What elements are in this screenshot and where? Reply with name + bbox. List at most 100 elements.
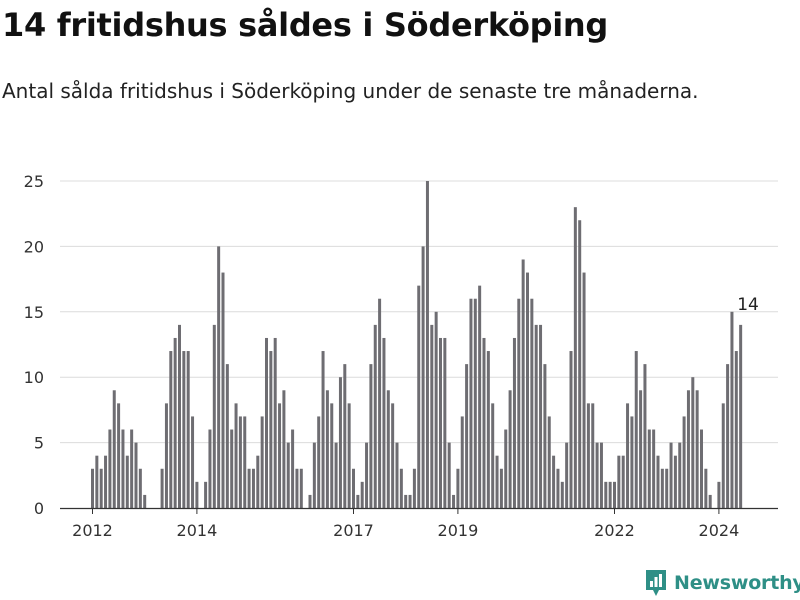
x-tick-label: 2017	[333, 521, 374, 540]
bar	[178, 324, 181, 508]
bar	[230, 429, 234, 508]
bar	[660, 468, 664, 508]
bar	[547, 416, 551, 508]
bar	[238, 416, 242, 508]
bar	[643, 364, 647, 508]
bar	[473, 298, 477, 508]
bar	[656, 455, 660, 508]
bar	[365, 442, 369, 508]
value-annotation: 14	[737, 295, 759, 315]
bars	[91, 181, 743, 509]
bar	[708, 494, 712, 508]
bar	[700, 429, 703, 508]
x-tick-label: 2024	[699, 521, 740, 540]
bar	[217, 246, 221, 508]
bar	[386, 390, 390, 508]
bar	[99, 468, 103, 508]
labels: 0 5 10 15 20 25 2012 2014 2017 2019 2022 2024 14	[24, 172, 759, 540]
bar	[95, 455, 99, 508]
bar	[247, 468, 251, 508]
bar	[595, 442, 599, 508]
bar	[447, 442, 451, 508]
bar	[195, 481, 199, 508]
bar	[417, 285, 421, 508]
bar	[160, 468, 164, 508]
bar	[317, 416, 321, 508]
bar	[112, 390, 116, 508]
bar	[534, 324, 538, 508]
bar	[130, 429, 134, 508]
bar	[325, 390, 329, 508]
bar	[626, 403, 630, 508]
bar	[212, 324, 216, 508]
bar	[186, 351, 190, 508]
bar	[504, 429, 508, 508]
bar	[586, 403, 590, 508]
bar	[721, 403, 725, 508]
bar	[343, 364, 347, 508]
bar	[173, 337, 177, 508]
axes	[60, 507, 778, 514]
bar	[565, 442, 569, 508]
bar	[499, 468, 503, 508]
bar	[117, 403, 121, 508]
bar	[356, 494, 360, 508]
bar	[517, 298, 521, 508]
bar	[726, 364, 730, 508]
bar	[456, 468, 460, 508]
bar	[491, 403, 495, 508]
bar	[399, 468, 403, 508]
bar	[369, 364, 373, 508]
bar	[556, 468, 560, 508]
bar	[330, 403, 334, 508]
bar	[256, 455, 260, 508]
bar	[591, 403, 595, 508]
brand-name: Newsworthy	[674, 572, 800, 594]
brand-logo[interactable]: Newsworthy	[644, 568, 800, 598]
bar	[347, 403, 351, 508]
bar	[338, 377, 342, 508]
bar	[164, 403, 168, 508]
x-tick-label: 2012	[72, 521, 113, 540]
bar	[539, 324, 543, 508]
bar	[552, 455, 556, 508]
bar	[373, 324, 377, 508]
bar	[465, 364, 469, 508]
bar	[425, 181, 429, 508]
x-tick-label: 2019	[438, 521, 479, 540]
bar	[486, 351, 490, 508]
bar	[443, 337, 447, 508]
bar	[434, 311, 438, 508]
bar	[682, 416, 686, 508]
bar	[613, 481, 616, 508]
bar	[673, 455, 677, 508]
bar	[138, 468, 142, 508]
bar	[691, 377, 695, 508]
bar	[169, 351, 173, 508]
bar	[634, 351, 638, 508]
y-tick-label: 5	[34, 434, 44, 453]
bar	[104, 455, 108, 508]
bar	[265, 337, 268, 508]
bar	[739, 324, 743, 508]
bar	[421, 246, 425, 508]
bar	[617, 455, 621, 508]
bar	[521, 259, 525, 508]
bar	[312, 442, 316, 508]
bar	[260, 416, 264, 508]
bar	[204, 481, 208, 508]
bar	[478, 285, 482, 508]
bar	[695, 390, 699, 508]
bar	[225, 364, 229, 508]
bar	[599, 442, 603, 508]
bar	[408, 494, 412, 508]
bar	[352, 468, 355, 508]
bar	[460, 416, 464, 508]
bar	[191, 416, 195, 508]
bar	[430, 324, 434, 508]
bar	[734, 351, 738, 508]
bar	[360, 481, 364, 508]
page-subtitle: Antal sålda fritidshus i Söderköping und…	[2, 79, 699, 103]
y-tick-label: 0	[34, 499, 44, 518]
